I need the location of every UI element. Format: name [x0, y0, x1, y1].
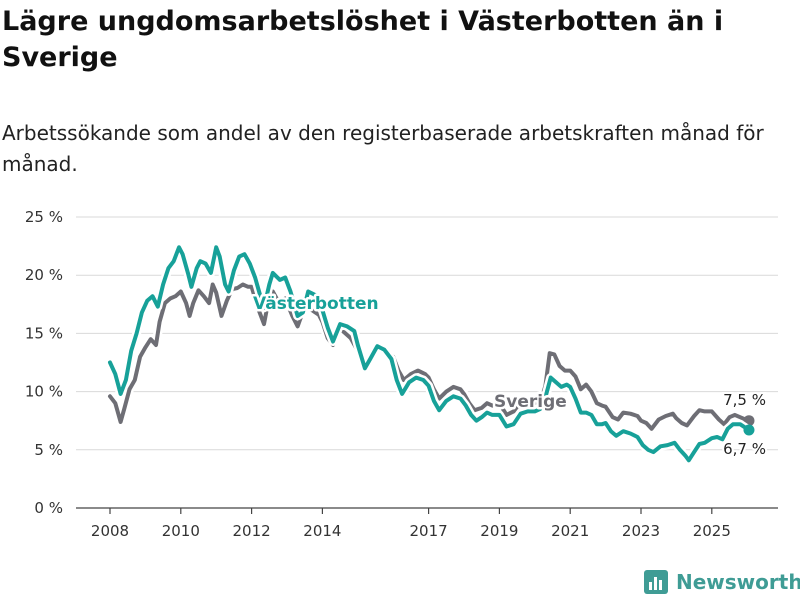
series-labels: Västerbotten Sverige 7,5 % 6,7 %	[251, 292, 769, 461]
newsworthy-logo-icon	[644, 570, 668, 594]
x-tick-label: 2012	[233, 522, 271, 540]
y-axis-tick-labels: 0 % 5 % 10 % 15 % 20 % 25 %	[25, 208, 63, 517]
series-label-sverige: Sverige	[494, 392, 567, 412]
series-label-vasterbotten: Västerbotten	[253, 294, 379, 314]
series-line-vasterbotten	[108, 245, 751, 463]
y-tick-label: 5 %	[34, 441, 63, 459]
y-tick-label: 25 %	[25, 208, 63, 226]
x-tick-label: 2017	[410, 522, 448, 540]
brand-logo[interactable]: Newsworthy	[644, 570, 800, 594]
y-tick-label: 15 %	[25, 324, 63, 342]
y-tick-label: 10 %	[25, 383, 63, 401]
x-tick-label: 2014	[303, 522, 341, 540]
x-tick-label: 2008	[91, 522, 129, 540]
x-tick-label: 2025	[693, 522, 731, 540]
end-point-vasterbotten	[743, 424, 755, 436]
series-halo-sverige	[106, 280, 751, 434]
x-tick-label: 2021	[551, 522, 589, 540]
y-tick-label: 0 %	[34, 499, 63, 517]
x-axis-tick-labels: 2008 2010 2012 2014 2017 2019 2021 2023 2025	[91, 522, 731, 540]
chart-title: Lägre ungdomsarbetslöshet i Västerbotten…	[2, 6, 724, 73]
brand-name: Newsworthy	[676, 570, 800, 594]
x-tick-label: 2023	[622, 522, 660, 540]
end-label-vasterbotten: 6,7 %	[723, 440, 766, 458]
series-layer	[105, 242, 755, 465]
x-tick-label: 2010	[162, 522, 200, 540]
y-tick-label: 20 %	[25, 266, 63, 284]
end-label-sverige: 7,5 %	[723, 391, 766, 409]
series-line-sverige	[108, 282, 751, 431]
x-tick-label: 2019	[480, 522, 518, 540]
chart-subtitle: Arbetssökande som andel av den registerb…	[2, 121, 764, 176]
